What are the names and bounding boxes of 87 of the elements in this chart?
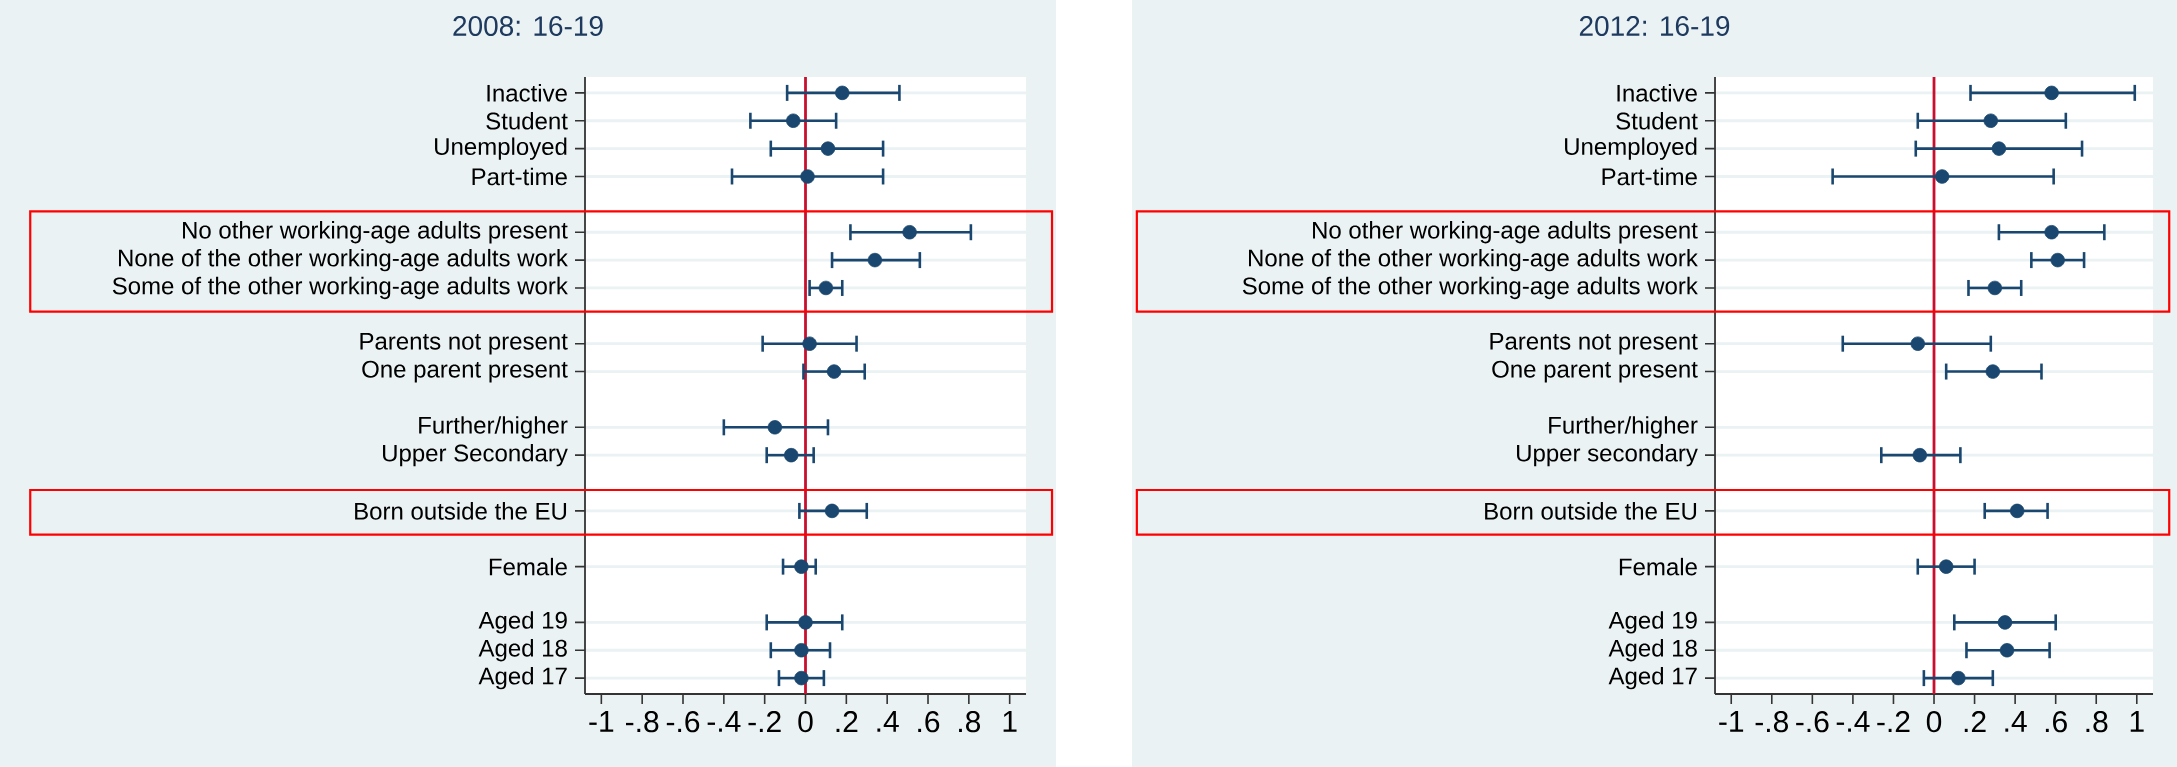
y-tick-label: Parents not present — [360, 332, 568, 355]
x-tick-label: -.4 — [1836, 711, 1870, 732]
x-tick-label: -.8 — [1755, 711, 1788, 733]
x-tick-label: -1 — [1719, 711, 1744, 732]
point — [1997, 615, 2013, 630]
y-tick-label: Aged 17 — [478, 666, 567, 690]
x-tick-label: -.8 — [625, 711, 659, 733]
point — [800, 169, 815, 184]
point — [794, 559, 809, 574]
y-tick-label: Some of the other working-age adults work — [112, 276, 568, 300]
y-tick-label: Upper Secondary — [383, 444, 568, 467]
point — [818, 280, 834, 296]
y-tick-label: Further/higher — [1549, 416, 1698, 439]
x-tick-label: -.2 — [1877, 711, 1910, 733]
point — [826, 364, 842, 379]
point — [824, 503, 840, 519]
x-tick-label: -.6 — [666, 711, 700, 733]
x-tick-label: .2 — [1964, 711, 1986, 733]
y-tick-label: Inactive — [1617, 84, 1697, 102]
point — [1985, 364, 2001, 379]
x-tick-label: 1 — [1003, 711, 1017, 732]
y-tick-label: Student — [486, 111, 568, 130]
point — [802, 336, 817, 351]
point — [1934, 169, 1950, 184]
x-tick-label: .2 — [836, 711, 858, 733]
point — [798, 615, 813, 630]
x-tick-label: .4 — [877, 711, 899, 732]
y-tick-label: Some of the other working-age adults work — [1242, 276, 1698, 300]
point — [1983, 113, 1998, 128]
point — [794, 643, 809, 658]
point — [835, 85, 850, 101]
x-tick-label: -1 — [589, 711, 614, 732]
y-tick-label: Aged 19 — [1608, 611, 1697, 634]
x-tick-label: 0 — [798, 711, 813, 733]
x-tick-label: .8 — [959, 711, 981, 733]
y-tick-label: Inactive — [487, 84, 567, 102]
point — [2050, 252, 2065, 268]
x-tick-label: .8 — [2086, 711, 2108, 733]
point — [902, 225, 917, 240]
y-tick-label: Aged 19 — [478, 611, 567, 634]
y-tick-label: No other working-age adults present — [1313, 221, 1698, 244]
x-tick-label: .4 — [2005, 711, 2027, 732]
y-tick-label: Upper secondary — [1517, 444, 1698, 467]
point — [1999, 643, 2015, 658]
point — [767, 420, 783, 435]
x-tick-label: .6 — [2045, 711, 2067, 733]
y-tick-label: Born outside the EU — [355, 502, 567, 520]
y-tick-label: Born outside the EU — [1485, 502, 1697, 520]
point — [1991, 141, 2007, 156]
y-tick-label: Female — [1619, 557, 1697, 576]
x-tick-label: -.2 — [748, 711, 781, 733]
y-tick-label: Female — [489, 557, 567, 576]
y-tick-label: Unemployed — [435, 137, 567, 160]
y-tick-label: Part-time — [1602, 167, 1697, 186]
point — [1987, 280, 2003, 296]
y-tick-label: Parents not present — [1490, 332, 1698, 355]
y-tick-label: Student — [1616, 111, 1698, 130]
y-tick-label: No other working-age adults present — [183, 221, 568, 244]
point — [1951, 670, 1966, 686]
y-tick-label: Part-time — [472, 167, 567, 186]
x-tick-label: 1 — [2130, 711, 2144, 732]
y-tick-label: None of the other working-age adults work — [119, 248, 568, 272]
point — [786, 113, 801, 128]
point — [2044, 225, 2059, 240]
y-tick-label: Aged 17 — [1608, 666, 1697, 690]
y-tick-label: Unemployed — [1565, 137, 1697, 160]
x-tick-label: 0 — [1926, 711, 1942, 733]
y-tick-label: One parent present — [362, 360, 568, 383]
x-tick-label: -.4 — [707, 711, 741, 732]
point — [820, 141, 836, 156]
point — [2044, 85, 2059, 101]
point — [794, 670, 809, 686]
y-tick-label: Aged 18 — [1608, 639, 1697, 662]
x-tick-label: -.6 — [1796, 711, 1829, 733]
x-tick-label: .6 — [918, 711, 940, 733]
y-tick-label: Aged 18 — [478, 639, 567, 662]
y-tick-label: One parent present — [1492, 360, 1698, 383]
point — [784, 447, 799, 463]
y-tick-label: Further/higher — [419, 416, 568, 439]
point — [1912, 447, 1928, 463]
y-tick-label: None of the other working-age adults work — [1249, 248, 1698, 272]
chart-title: 2008: 16-19 — [453, 16, 603, 36]
chart-title: 2012: 16-19 — [1579, 16, 1730, 36]
point — [2009, 503, 2025, 519]
point — [867, 252, 883, 268]
point — [1938, 559, 1954, 574]
point — [1910, 336, 1925, 351]
